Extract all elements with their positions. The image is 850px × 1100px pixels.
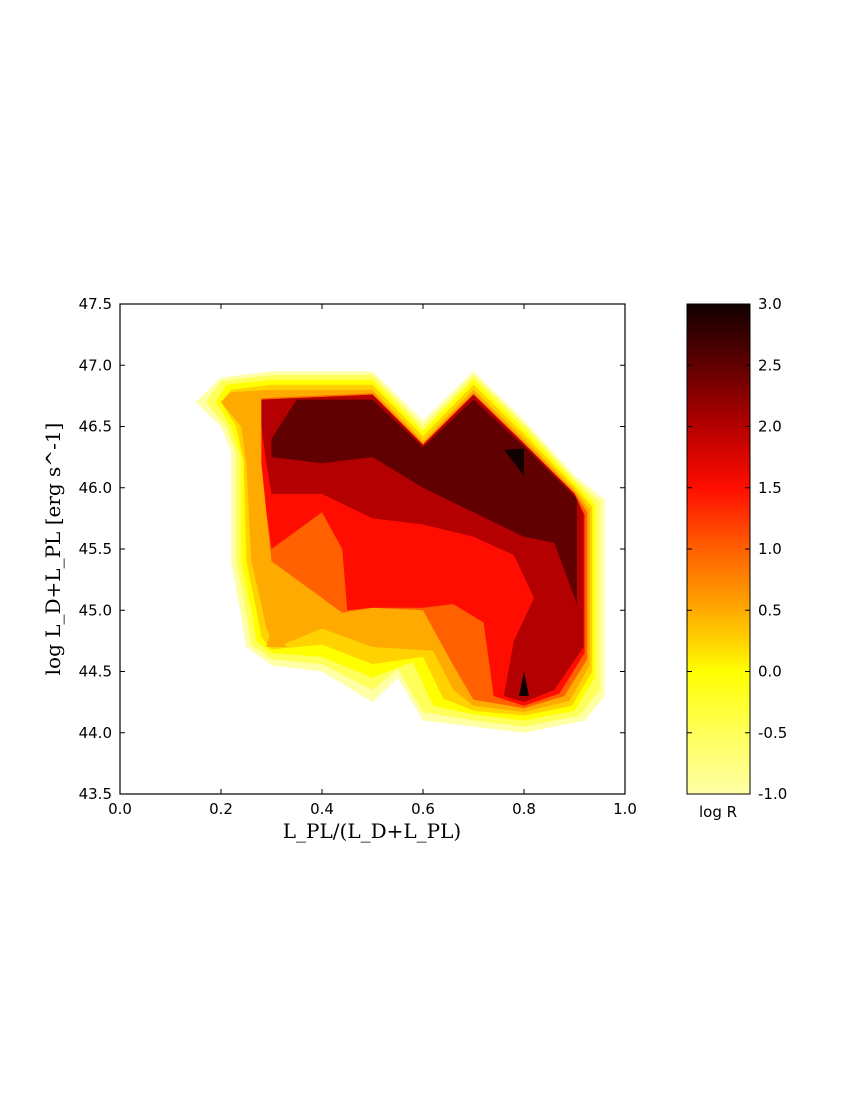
y-tick-label-0: 43.5: [79, 785, 112, 803]
x-tick-label-5: 1.0: [613, 800, 637, 818]
contour-regions: [195, 371, 605, 733]
y-tick-label-8: 47.5: [79, 295, 112, 313]
y-tick-label-2: 44.5: [79, 663, 112, 681]
x-tick-label-3: 0.6: [411, 800, 435, 818]
y-tick-label-7: 47.0: [79, 356, 112, 374]
contour-plot: 0.0 0.2 0.4 0.6 0.8 1.0 43.544.044.545.045.54…: [41, 295, 637, 843]
x-axis-ticks: 0.0 0.2 0.4 0.6 0.8 1.0: [108, 304, 637, 818]
colorbar-tick-label-5: 1.5: [758, 479, 782, 497]
colorbar-ticks: -1.0 -0.5 0.0 0.5 1.0 1.5 2.0 2.5 3.0: [687, 295, 787, 803]
colorbar-tick-label-7: 2.5: [758, 356, 782, 374]
colorbar-tick-label-1: -0.5: [758, 724, 787, 742]
x-tick-label-0: 0.0: [108, 800, 132, 818]
colorbar-tick-label-8: 3.0: [758, 295, 782, 313]
colorbar-tick-label-0: -1.0: [758, 785, 787, 803]
x-tick-label-1: 0.2: [209, 800, 233, 818]
y-tick-label-3: 45.0: [79, 601, 112, 619]
x-tick-label-4: 0.8: [512, 800, 536, 818]
y-axis-label: log L_D+L_PL [erg s^-1]: [41, 423, 65, 676]
contour-region-8: [271, 399, 577, 605]
colorbar: -1.0 -0.5 0.0 0.5 1.0 1.5 2.0 2.5 3.0 log R: [686, 295, 787, 821]
colorbar-gradient: [686, 303, 751, 795]
colorbar-tick-label-3: 0.5: [758, 601, 782, 619]
contour-region-11: [266, 628, 287, 647]
x-tick-label-2: 0.4: [310, 800, 334, 818]
x-axis-label: L_PL/(L_D+L_PL): [283, 819, 461, 843]
y-tick-label-4: 45.5: [79, 540, 112, 558]
colorbar-tick-label-2: 0.0: [758, 663, 782, 681]
colorbar-label: log R: [699, 803, 737, 821]
y-tick-label-5: 46.0: [79, 479, 112, 497]
contour-region-9: [503, 448, 524, 476]
colorbar-tick-label-4: 1.0: [758, 540, 782, 558]
colorbar-tick-label-6: 2.0: [758, 418, 782, 436]
y-tick-label-1: 44.0: [79, 724, 112, 742]
y-tick-label-6: 46.5: [79, 418, 112, 436]
y-axis-ticks: 43.5 44.0 44.5 45.0 45.5 46.0 46.5 47.0 47.5: [79, 295, 625, 803]
contour-region-10: [519, 671, 529, 696]
